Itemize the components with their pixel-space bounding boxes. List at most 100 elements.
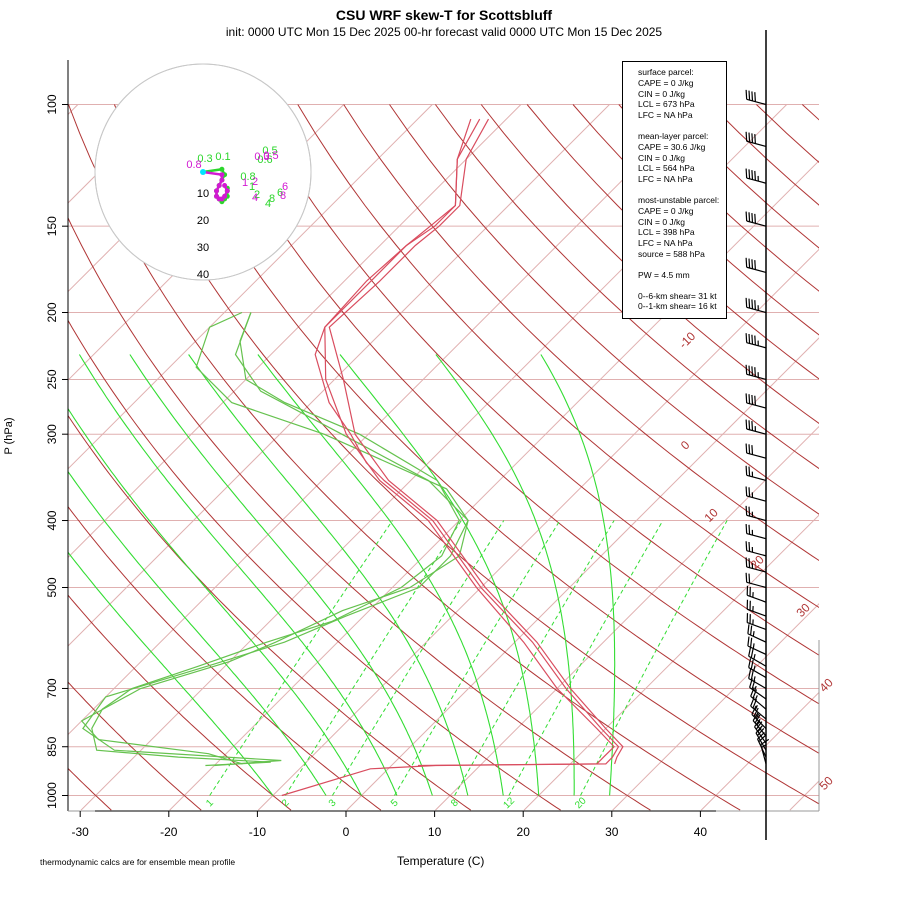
hodograph-magenta-trace-point (216, 183, 222, 188)
x-tick-label: 30 (605, 825, 619, 839)
stats-line: LCL = 398 hPa (638, 227, 695, 238)
wind-barb-flag (751, 394, 754, 405)
wind-barb-flag (751, 366, 754, 376)
stats-line: LFC = NA hPa (638, 174, 693, 185)
wind-barb-staff (746, 266, 767, 274)
wind-barb-staff (750, 705, 767, 720)
wind-barb-flag (748, 466, 751, 477)
wind-barb-flag (748, 90, 751, 101)
wind-barb-flag (751, 170, 754, 180)
wind-barb-flag (748, 444, 751, 454)
wind-barb-staff (749, 687, 767, 700)
wind-barb (745, 486, 767, 502)
isotherm-line (169, 160, 819, 811)
moist-adiabat (257, 354, 504, 796)
wind-barb-half (753, 665, 756, 671)
mixing-ratio-label: 12 (501, 795, 517, 811)
moist-adiabat (68, 551, 274, 796)
wind-barb-staff (748, 655, 767, 667)
wind-barb (745, 89, 767, 106)
y-tick-label: 100 (45, 94, 59, 114)
wind-barb-flag (745, 419, 748, 430)
hodograph-green-label: 0.6 (257, 154, 272, 166)
wind-barb-flag (750, 648, 754, 658)
isotherm-line (612, 603, 819, 811)
hodograph-magenta-label: 0.8 (186, 159, 201, 171)
isotherm-line (700, 691, 819, 811)
wind-barb-staff (746, 581, 767, 589)
moist-adiabat (339, 354, 540, 796)
wind-barb-staff (746, 514, 767, 522)
wind-barb-staff (751, 713, 767, 729)
hodograph-green-label: 0.1 (215, 151, 230, 163)
wind-barb-flag (748, 394, 751, 404)
wind-barb-half (757, 727, 762, 733)
wind-barb-staff (748, 667, 767, 679)
hodograph-green-trace-point (219, 166, 225, 172)
y-tick-label: 200 (45, 302, 59, 322)
wind-barb-half (752, 643, 755, 649)
hodograph-magenta-label: 1 (242, 177, 248, 189)
wind-barb (748, 646, 767, 667)
wind-barb-flag (750, 670, 754, 681)
wind-barb-flag (745, 557, 748, 567)
dry-adiabat (68, 104, 741, 811)
isotherm-line (68, 104, 433, 470)
wind-barb (745, 443, 767, 459)
wind-barb-flag (748, 541, 751, 552)
wind-barb-flag (757, 728, 765, 736)
wind-barb (745, 168, 767, 184)
wind-barb-flag (751, 421, 754, 431)
mean-layer-parcel-stats: mean-layer parcel: CAPE = 30.6 J/kg CIN = … (638, 131, 726, 185)
wind-barb-flag (745, 541, 748, 551)
wind-barb (746, 585, 767, 603)
y-tick-label: 700 (45, 678, 59, 698)
wind-barb-flag (750, 659, 754, 670)
wind-barb (748, 669, 767, 689)
wind-barb (745, 572, 767, 589)
x-tick-label: -10 (249, 825, 267, 839)
wind-barb-flag (754, 395, 756, 406)
isotherm-line (68, 104, 79, 116)
wind-barb-half (754, 695, 758, 701)
isotherm-line (68, 104, 610, 647)
wind-barb-flag (754, 213, 756, 224)
hodograph-surface-point (200, 169, 206, 175)
dry-adiabat (801, 104, 819, 121)
isotherm-label: -10 (676, 329, 698, 351)
wind-barb-flag (748, 558, 751, 568)
stats-line: 0--6-km shear= 31 kt (638, 290, 717, 301)
y-axis-label: P (hPa) (3, 417, 15, 455)
dewpoint-profile (80, 311, 469, 765)
hodograph-green-label: 0.3 (197, 153, 212, 165)
wind-barb (745, 505, 767, 522)
wind-barb-flag (745, 297, 748, 308)
wind-barb (745, 257, 767, 274)
dry-adiabat (68, 767, 112, 811)
wind-barb-staff (748, 677, 767, 689)
hodograph-magenta-trace-point (222, 193, 228, 199)
wind-barb-flag (745, 364, 748, 375)
y-tick-label: 250 (45, 369, 59, 389)
wind-barb-flag (745, 524, 748, 534)
hodograph-ring-label: 30 (197, 242, 209, 254)
x-tick-label: 10 (428, 825, 442, 839)
wind-barb-flag (745, 393, 748, 403)
wind-barb-flag (754, 260, 756, 270)
wind-barb (745, 297, 767, 314)
stats-line: surface parcel: (638, 67, 694, 77)
wind-barb-staff (746, 452, 767, 459)
isotherm-line (346, 337, 819, 811)
hodograph-magenta-trace-point (214, 188, 219, 194)
dry-adiabat (68, 505, 382, 811)
wind-barb (747, 636, 767, 655)
shear-stats: 0--6-km shear= 31 kt 0--1-km shear= 16 kt (638, 291, 726, 313)
wind-barb-staff (747, 608, 767, 617)
moist-adiabat (68, 470, 327, 796)
temperature-profile (281, 118, 620, 797)
wind-barb-staff (750, 695, 767, 710)
parcel-stats-box: surface parcel: CAPE = 0 J/kg CIN = 0 J/kg… (622, 61, 727, 319)
wind-barb-flag (748, 365, 751, 376)
wind-barb-flag (745, 465, 748, 476)
wind-barb-flag (748, 298, 751, 309)
